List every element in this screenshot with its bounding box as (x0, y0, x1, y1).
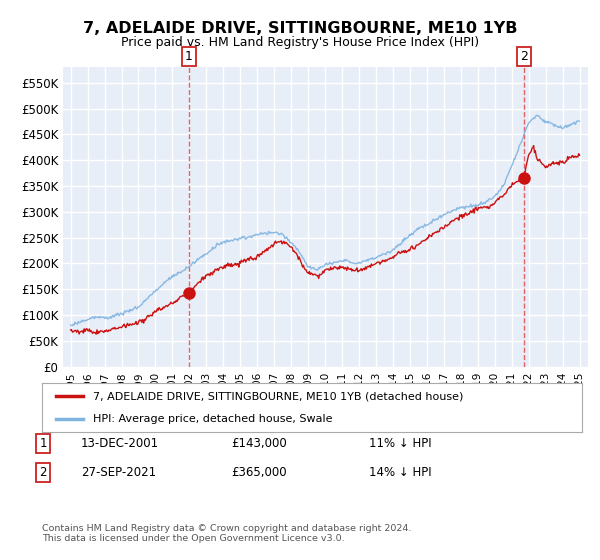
Text: 7, ADELAIDE DRIVE, SITTINGBOURNE, ME10 1YB (detached house): 7, ADELAIDE DRIVE, SITTINGBOURNE, ME10 1… (94, 391, 464, 402)
Text: 14% ↓ HPI: 14% ↓ HPI (369, 466, 431, 479)
Text: 1: 1 (40, 437, 47, 450)
Text: 2: 2 (520, 50, 528, 63)
Text: 11% ↓ HPI: 11% ↓ HPI (369, 437, 431, 450)
Text: 1: 1 (185, 50, 193, 63)
Text: HPI: Average price, detached house, Swale: HPI: Average price, detached house, Swal… (94, 414, 333, 424)
Text: 13-DEC-2001: 13-DEC-2001 (81, 437, 159, 450)
Text: 27-SEP-2021: 27-SEP-2021 (81, 466, 156, 479)
Text: Contains HM Land Registry data © Crown copyright and database right 2024.
This d: Contains HM Land Registry data © Crown c… (42, 524, 412, 543)
Text: £365,000: £365,000 (231, 466, 287, 479)
Text: 7, ADELAIDE DRIVE, SITTINGBOURNE, ME10 1YB: 7, ADELAIDE DRIVE, SITTINGBOURNE, ME10 1… (83, 21, 517, 36)
Text: 2: 2 (40, 466, 47, 479)
Text: Price paid vs. HM Land Registry's House Price Index (HPI): Price paid vs. HM Land Registry's House … (121, 36, 479, 49)
Text: £143,000: £143,000 (231, 437, 287, 450)
